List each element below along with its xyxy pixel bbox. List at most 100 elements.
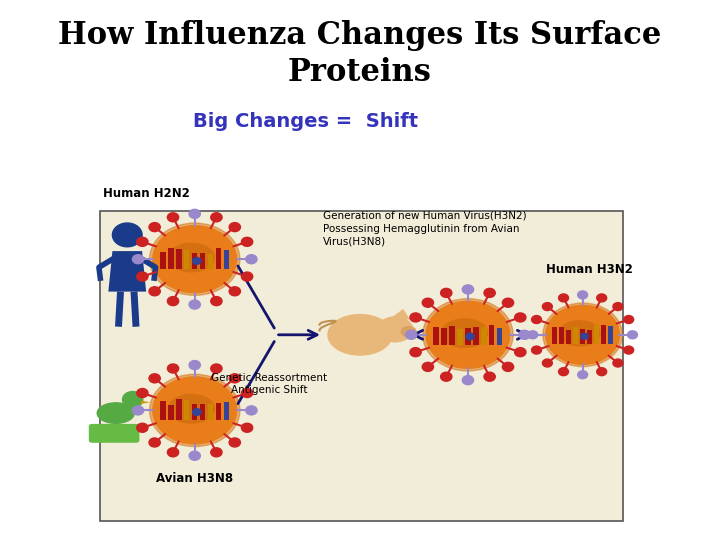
Circle shape <box>241 388 253 397</box>
Circle shape <box>132 255 144 264</box>
Circle shape <box>462 376 474 384</box>
Text: Human H3N2: Human H3N2 <box>546 263 633 276</box>
Circle shape <box>559 368 569 376</box>
Circle shape <box>519 330 530 339</box>
Bar <box>192 404 197 421</box>
Circle shape <box>137 272 148 281</box>
Circle shape <box>528 331 538 339</box>
Circle shape <box>422 362 433 372</box>
Circle shape <box>410 348 421 357</box>
Circle shape <box>241 423 253 433</box>
Bar <box>489 325 495 345</box>
Bar <box>161 252 166 269</box>
Ellipse shape <box>168 244 215 272</box>
Circle shape <box>149 287 161 296</box>
Circle shape <box>624 346 634 354</box>
Circle shape <box>462 285 474 294</box>
Circle shape <box>137 423 148 433</box>
Circle shape <box>246 255 257 264</box>
Circle shape <box>466 333 474 340</box>
Circle shape <box>441 288 452 298</box>
Circle shape <box>189 451 200 460</box>
Circle shape <box>515 348 526 357</box>
Bar <box>594 325 599 343</box>
Circle shape <box>150 223 240 295</box>
Circle shape <box>229 438 240 447</box>
Circle shape <box>531 315 541 323</box>
Circle shape <box>484 288 495 298</box>
Bar <box>208 254 213 269</box>
Bar <box>216 403 221 421</box>
Circle shape <box>422 298 433 307</box>
Bar <box>588 330 592 343</box>
Circle shape <box>581 333 588 339</box>
Bar <box>473 327 479 345</box>
Bar <box>433 327 439 345</box>
Polygon shape <box>109 251 146 292</box>
Ellipse shape <box>377 317 413 342</box>
Circle shape <box>211 364 222 373</box>
Polygon shape <box>140 401 150 404</box>
Circle shape <box>597 294 607 302</box>
Bar <box>208 404 213 421</box>
Bar <box>573 327 578 343</box>
Bar <box>184 250 189 269</box>
Circle shape <box>153 226 237 293</box>
Text: Big Changes =  Shift: Big Changes = Shift <box>194 112 418 131</box>
Circle shape <box>211 213 222 222</box>
Circle shape <box>405 330 417 339</box>
Ellipse shape <box>168 395 215 423</box>
Circle shape <box>577 291 588 299</box>
Circle shape <box>229 222 240 232</box>
Circle shape <box>193 258 201 264</box>
Circle shape <box>122 392 143 408</box>
Polygon shape <box>392 309 410 320</box>
Circle shape <box>503 298 513 307</box>
Bar <box>176 399 181 421</box>
Bar <box>449 326 455 345</box>
Bar <box>224 250 229 269</box>
Circle shape <box>132 406 144 415</box>
Bar <box>224 402 229 421</box>
Circle shape <box>542 302 552 310</box>
Circle shape <box>246 406 257 415</box>
Circle shape <box>613 302 623 310</box>
Bar <box>580 329 585 343</box>
Circle shape <box>137 388 148 397</box>
Bar <box>552 327 557 343</box>
Text: Human H2N2: Human H2N2 <box>103 187 189 200</box>
Circle shape <box>531 346 541 354</box>
Text: Avian H3N8: Avian H3N8 <box>156 472 233 485</box>
Circle shape <box>241 272 253 281</box>
Bar <box>497 328 503 345</box>
Circle shape <box>137 237 148 246</box>
Circle shape <box>189 300 200 309</box>
Bar <box>457 329 463 345</box>
Bar <box>566 330 571 343</box>
Bar <box>200 404 205 421</box>
Circle shape <box>211 448 222 457</box>
Bar <box>465 328 471 345</box>
Circle shape <box>167 296 179 306</box>
Circle shape <box>229 287 240 296</box>
Circle shape <box>597 368 607 376</box>
Circle shape <box>167 213 179 222</box>
Circle shape <box>577 371 588 379</box>
Bar <box>192 253 197 269</box>
Circle shape <box>150 374 240 447</box>
Circle shape <box>189 210 200 218</box>
Bar <box>184 400 189 421</box>
Circle shape <box>167 364 179 373</box>
Circle shape <box>613 359 623 367</box>
Circle shape <box>211 296 222 306</box>
Circle shape <box>441 372 452 381</box>
Bar <box>161 401 166 421</box>
Circle shape <box>241 237 253 246</box>
Ellipse shape <box>328 314 392 355</box>
Bar <box>481 327 487 345</box>
Circle shape <box>426 301 510 368</box>
Ellipse shape <box>559 321 600 346</box>
Ellipse shape <box>97 403 135 423</box>
Bar <box>608 326 613 343</box>
Circle shape <box>559 294 569 302</box>
